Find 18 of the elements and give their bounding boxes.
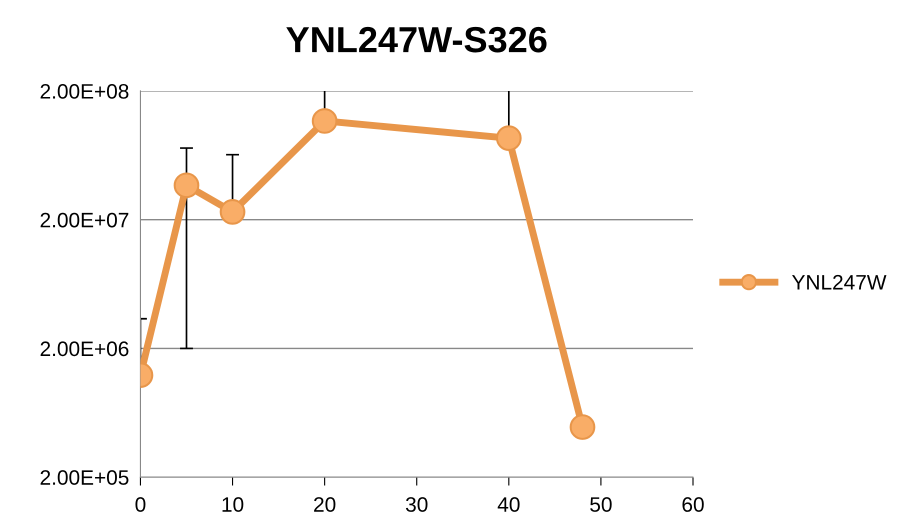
legend-label: YNL247W [792, 274, 886, 290]
point [570, 414, 596, 440]
point [220, 199, 246, 225]
point [496, 125, 522, 152]
x-tick-label: 40 [498, 497, 520, 512]
x-tick-label: 60 [682, 497, 704, 512]
x-tick-label: 50 [590, 497, 612, 512]
x-tick-label: 30 [406, 497, 428, 512]
y-tick-label: 2.00E+06 [40, 341, 128, 356]
x-tick-label: 20 [314, 497, 336, 512]
x-tick-label: 10 [222, 497, 244, 512]
point [174, 172, 200, 198]
chart-title: YNL247W-S326 [286, 26, 547, 53]
y-tick-label: 2.00E+07 [40, 212, 128, 228]
y-tick-label: 2.00E+08 [40, 84, 128, 99]
point [312, 108, 338, 134]
x-tick-label: 0 [135, 497, 146, 512]
y-tick-label: 2.00E+05 [40, 470, 128, 485]
